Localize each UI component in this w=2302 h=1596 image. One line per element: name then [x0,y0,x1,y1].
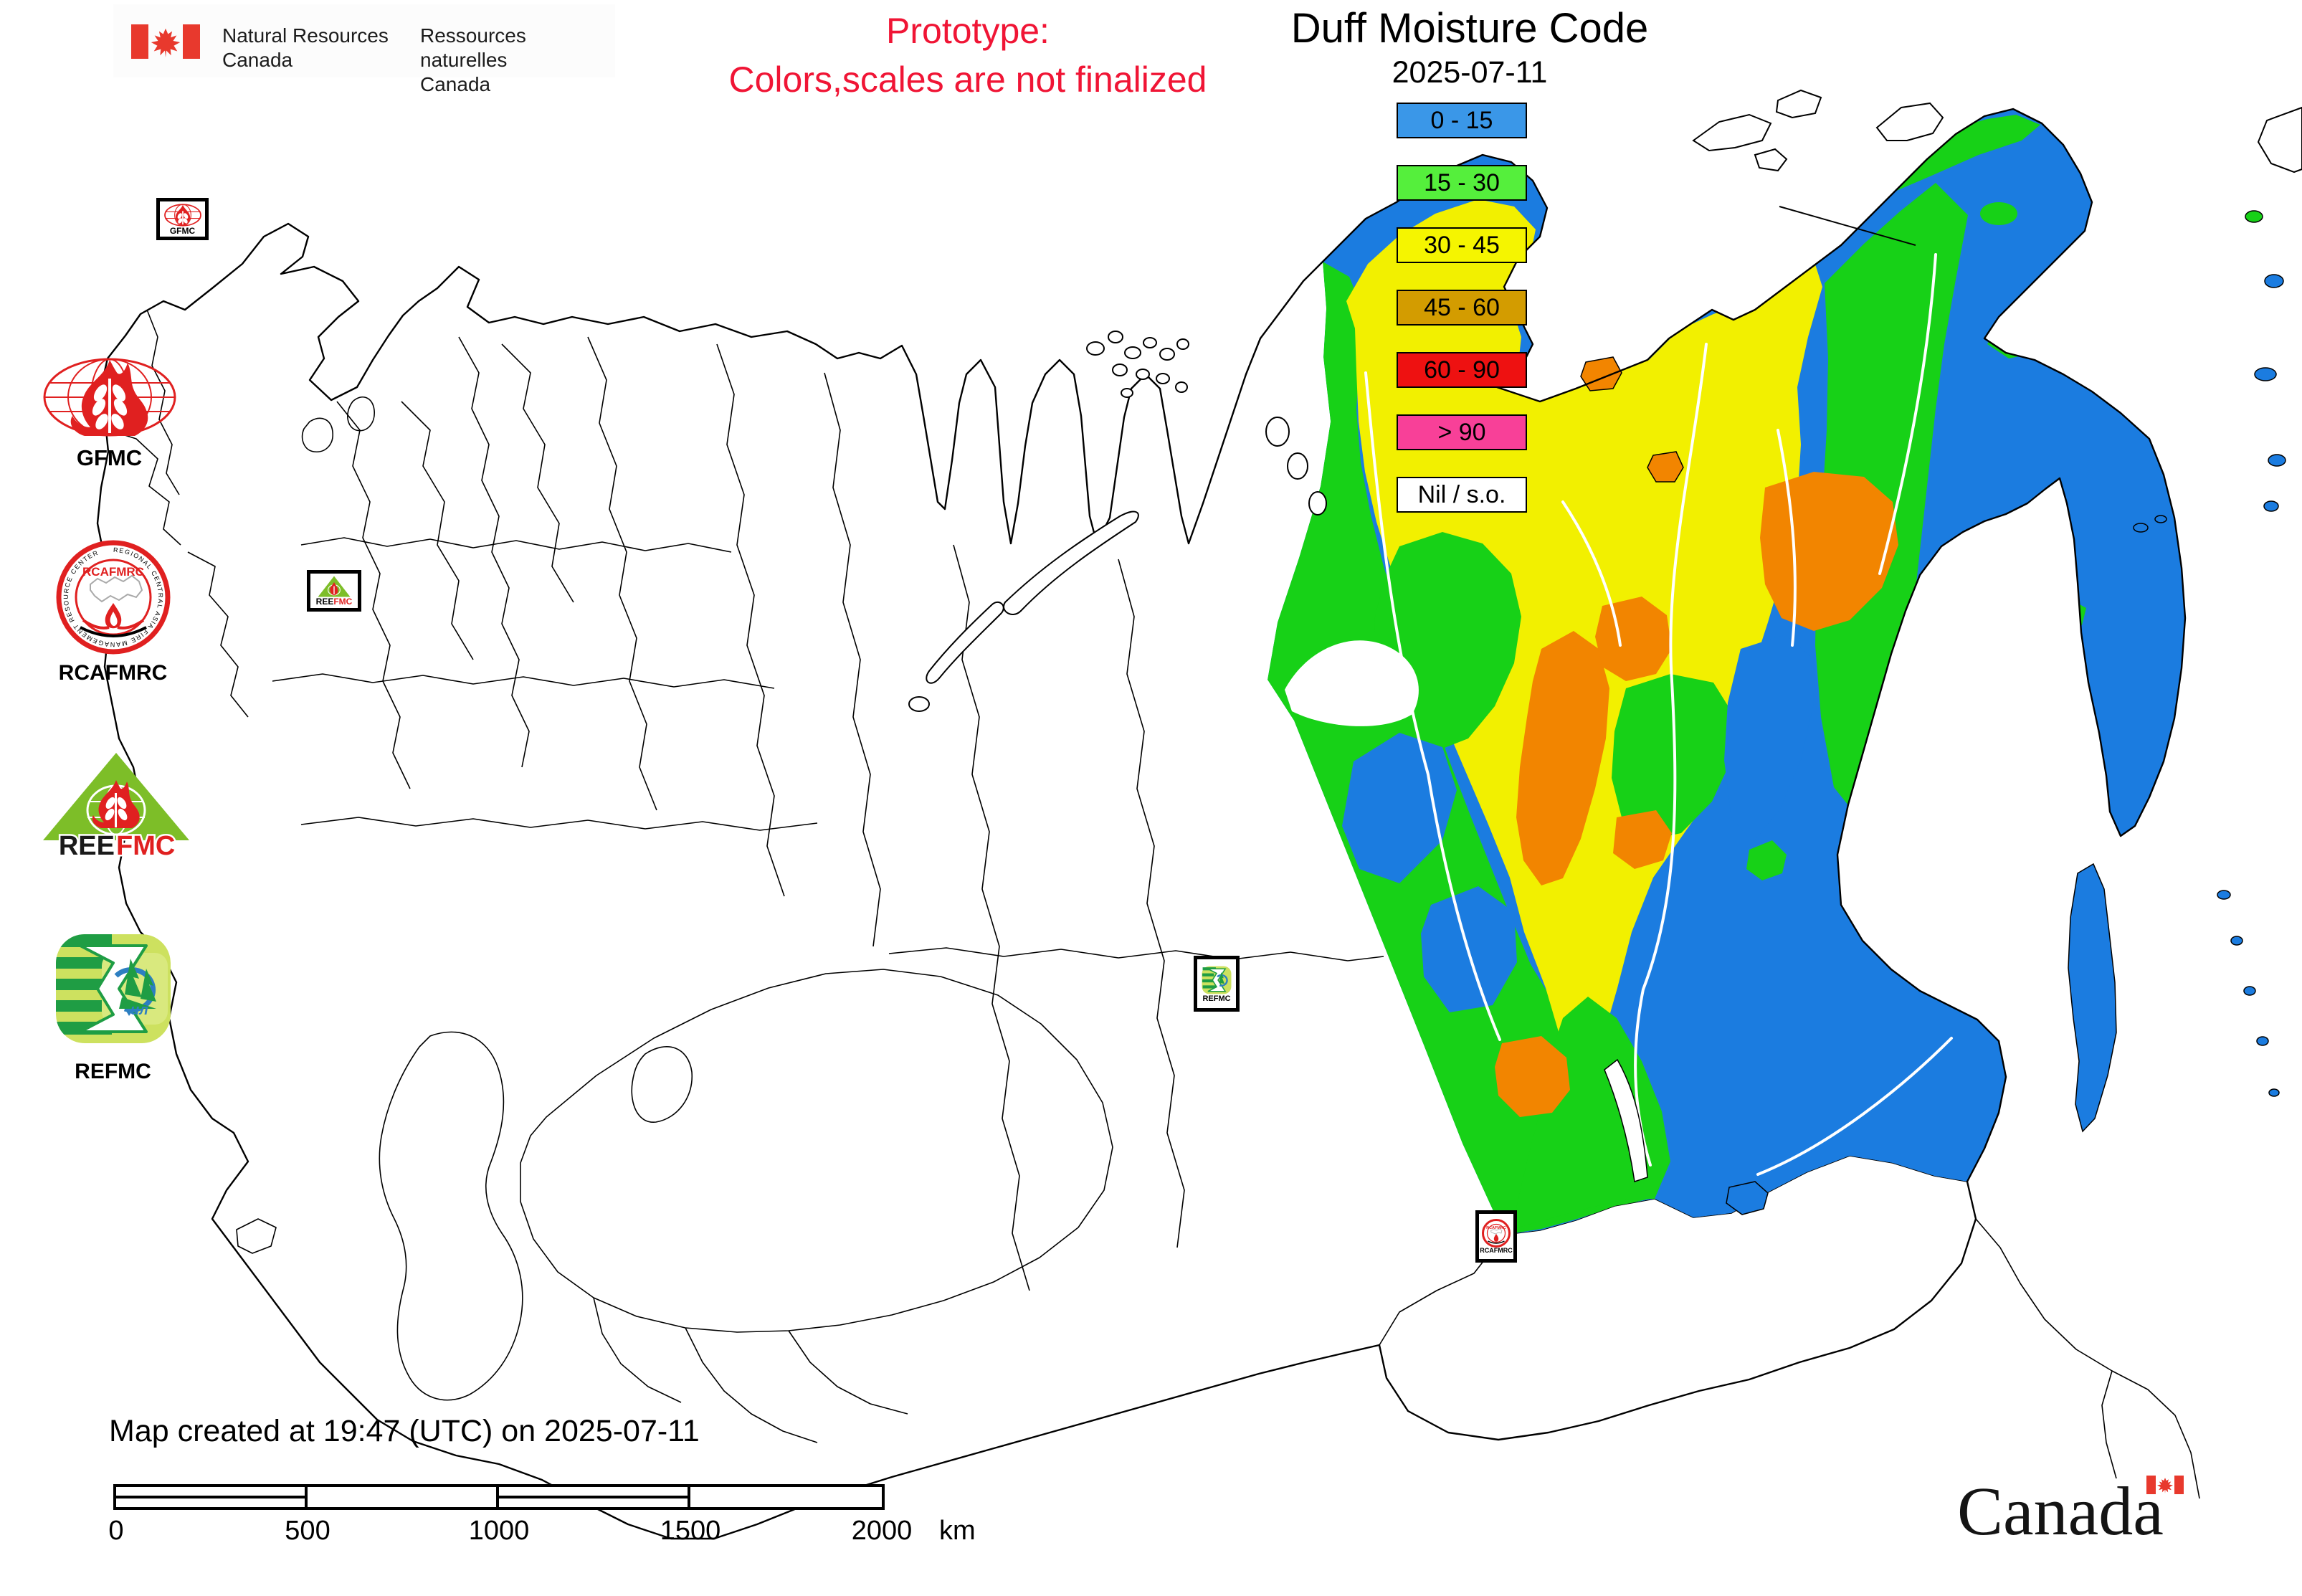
reefmc-marker-label-red: FMC [333,597,353,607]
rcafmrc-inner-text: RCAFMRC [82,565,144,579]
prototype-line2: Colors,scales are not finalized [728,60,1207,100]
prototype-warning: Prototype: Colors,scales are not finaliz… [667,10,1269,100]
scale-divider [688,1487,690,1507]
canada-wordmark: Canada [1957,1471,2215,1564]
legend-label: 0 - 15 [1430,106,1493,134]
wordmark-flag-icon [2146,1476,2184,1494]
refmc-marker-label: REFMC [1202,994,1231,1003]
nrcan-en-line1: Natural Resources [222,24,389,47]
dateline-segment [1779,206,1916,246]
scale-midline [499,1496,688,1498]
scale-tick-500: 500 [285,1516,330,1546]
created-timestamp: Map created at 19:47 (UTC) on 2025-07-11 [109,1414,700,1448]
lake-baikal [1604,1058,1648,1182]
legend-label: 60 - 90 [1424,356,1500,384]
refmc-map-marker: REFMC [1194,956,1240,1012]
legend-label: 15 - 30 [1424,168,1500,196]
legend-item-45-60: 45 - 60 [1397,290,1527,326]
legend-item-60-90: 60 - 90 [1397,352,1527,388]
legend-label: 45 - 60 [1424,293,1500,321]
scale-tick-0: 0 [108,1516,124,1546]
reefmc-label-red: FMC [116,831,175,859]
canada-flag-icon [131,24,200,59]
legend-item-gt90: > 90 [1397,414,1527,450]
legend-item-15-30: 15 - 30 [1397,165,1527,201]
scale-unit: km [939,1516,976,1546]
rcafmrc-marker-inner-text: RCAFMRC [1486,1226,1506,1230]
refmc-logo: ил REFMC [54,934,172,1084]
canada-wordmark-text: Canada [1957,1473,2164,1549]
prototype-line1: Prototype: [886,11,1050,51]
reefmc-triangle-icon: REE FMC [43,753,189,863]
gfmc-map-marker: GFMC [156,198,209,240]
gfmc-logo: GFMC [39,357,179,471]
scale-tick-1500: 1500 [660,1516,721,1546]
river-lines [1364,253,1953,1176]
legend-item-nil: Nil / s.o. [1397,477,1527,513]
scale-tick-2000: 2000 [851,1516,913,1546]
reefmc-marker-label-black: REE [315,597,334,607]
rcafmrc-map-marker: RCAFMRC RCAFMRC [1475,1210,1517,1263]
legend-label: 30 - 45 [1424,231,1500,259]
lake-uvs [1726,1181,1769,1215]
legend-item-30-45: 30 - 45 [1397,227,1527,263]
scale-divider [496,1487,499,1507]
reefmc-map-marker: REE FMC [307,570,361,612]
dmc-data-region [1267,109,2185,1235]
scale-tick-1000: 1000 [468,1516,530,1546]
rcafmrc-emblem-icon: REGIONAL CENTRAL ASIA FIRE MANAGEMENT RE… [56,540,170,655]
eastern-islands [2068,210,2286,1133]
nrcan-french-title: Ressources naturelles Canada [420,24,615,97]
nrcan-fr-line1: Ressources naturelles [420,24,526,71]
arctic-islands [908,89,2302,712]
refmc-inner-text: ил [130,1002,148,1018]
sakhalin-island [2068,863,2117,1133]
rcafmrc-label: RCAFMRC [58,661,168,685]
rcafmrc-logo: REGIONAL CENTRAL ASIA FIRE MANAGEMENT RE… [50,540,176,685]
legend-label: > 90 [1437,418,1486,446]
nrcan-english-title: Natural Resources Canada [222,24,389,72]
orange-island [1647,451,1684,483]
gfmc-marker-label: GFMC [169,225,196,236]
rcafmrc-mini-icon: RCAFMRC [1482,1219,1511,1248]
refmc-label: REFMC [75,1060,151,1083]
page-title: Duff Moisture Code [1290,5,1649,52]
admin-borders [108,309,2200,1499]
scale-bar-bar [113,1484,885,1510]
gfmc-label: GFMC [76,445,143,470]
reefmc-label-black: REE [59,831,115,859]
nrcan-signature: Natural Resources Canada Ressources natu… [113,4,615,95]
legend-item-0-15: 0 - 15 [1397,103,1527,138]
scale-midline [116,1496,305,1498]
gfmc-globe-flame-icon [43,358,176,437]
legend: 0 - 15 15 - 30 30 - 45 45 - 60 60 - 90 >… [1397,103,1527,539]
reefmc-logo: REE FMC [40,751,192,863]
scale-divider [305,1487,308,1507]
gfmc-mini-icon [163,203,201,227]
reefmc-mini-icon [318,576,351,597]
map-date: 2025-07-11 [1392,55,1548,90]
nrcan-en-line2: Canada [222,49,293,71]
title-block: Duff Moisture Code 2025-07-11 [1262,4,1678,90]
scale-bar: 0 500 1000 1500 2000 km [108,1484,1045,1563]
refmc-sigma-icon: ил [55,934,171,1043]
legend-label: Nil / s.o. [1417,480,1506,508]
rcafmrc-marker-label: RCAFMRC [1480,1247,1513,1254]
refmc-mini-icon [1202,966,1232,994]
nrcan-fr-line2: Canada [420,73,491,95]
